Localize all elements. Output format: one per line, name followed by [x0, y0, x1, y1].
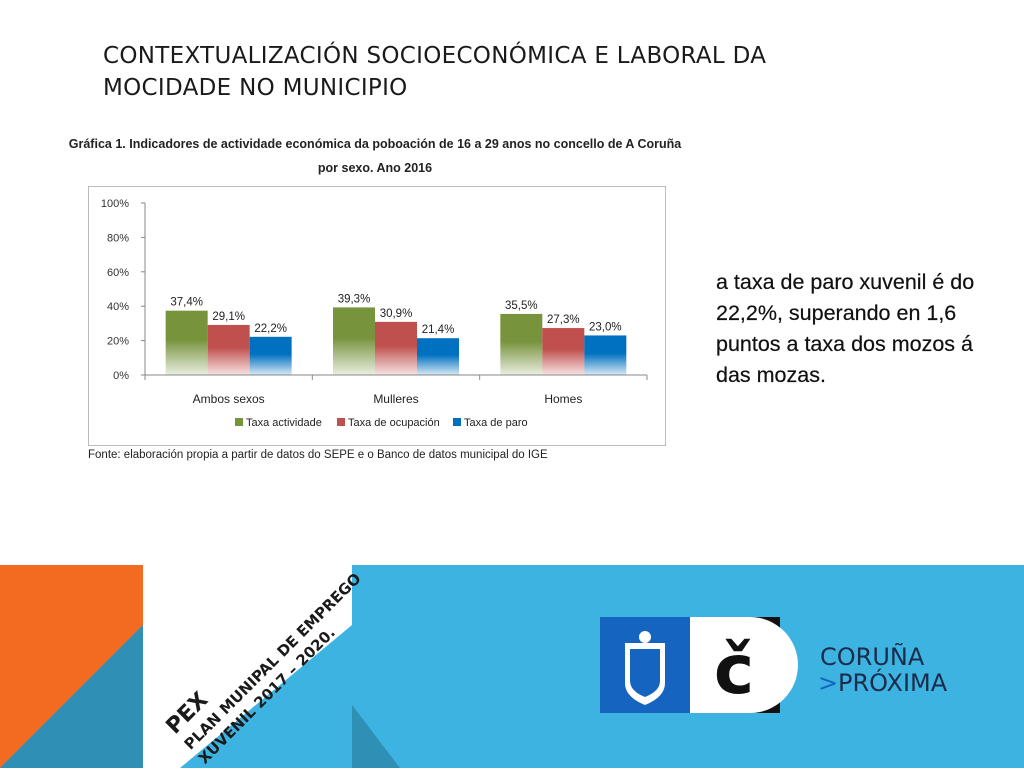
orange-corner-shape	[0, 565, 143, 768]
logo-glyph: č	[714, 631, 754, 710]
y-tick-label: 0%	[113, 370, 129, 382]
bar	[417, 338, 459, 375]
side-text: a taxa de paro xuvenil é do 22,2%, super…	[716, 270, 975, 387]
y-tick-label: 40%	[107, 301, 129, 313]
logo-white-half	[690, 617, 798, 713]
x-category-label: Homes	[544, 392, 582, 406]
legend-swatch	[453, 418, 461, 426]
bar-value-label: 39,3%	[338, 293, 371, 305]
chart-title-line2: por sexo. Ano 2016	[317, 161, 433, 175]
teal-corner-shape	[0, 625, 143, 768]
bar	[249, 336, 292, 375]
bar-value-label: 35,5%	[505, 300, 538, 312]
bar-value-label: 37,4%	[170, 297, 203, 309]
footer-banner: PEX PLAN MUNIPAL DE EMPREGO XUVENIL 2017…	[0, 565, 1024, 768]
bar	[333, 307, 375, 375]
logo-chevron-icon: >	[818, 669, 838, 697]
crown-icon	[639, 631, 651, 643]
chart-frame: 0% 20% 40% 60% 80% 100% Ambos sexos Mulleres Hom…	[88, 186, 666, 446]
bar-value-label: 22,2%	[254, 323, 287, 335]
y-tick-label: 60%	[107, 267, 129, 279]
source-note: Fonte: elaboración propia a partir de da…	[88, 449, 548, 461]
white-diagonal-band	[143, 565, 352, 768]
bar-value-label: 29,1%	[212, 311, 245, 323]
bar-chart: 0% 20% 40% 60% 80% 100% Ambos sexos Mulleres Hom…	[101, 198, 648, 429]
logo-text-line1: CORUÑA	[820, 641, 925, 671]
legend-swatch	[235, 418, 243, 426]
bar	[375, 321, 417, 375]
chart-title: Gráfica 1. Indicadores de actividade eco…	[40, 132, 710, 180]
bar-value-label: 21,4%	[422, 324, 455, 336]
x-category-label: Mulleres	[373, 392, 418, 406]
logo-text-line2: PRÓXIMA	[838, 667, 948, 697]
city-logo: č	[600, 617, 798, 713]
legend-label: Taxa de paro	[464, 417, 528, 429]
bar-value-label: 27,3%	[547, 314, 580, 326]
legend-label: Taxa de ocupación	[348, 417, 440, 429]
teal-small-triangle	[352, 705, 400, 768]
bar	[584, 335, 627, 375]
bar	[500, 313, 543, 375]
y-tick-label: 100%	[101, 198, 129, 210]
bar	[542, 328, 585, 375]
y-tick-label: 80%	[107, 232, 129, 244]
x-category-label: Ambos sexos	[193, 392, 265, 406]
footer-graphic: PEX PLAN MUNIPAL DE EMPREGO XUVENIL 2017…	[0, 565, 1024, 768]
bar	[165, 310, 208, 375]
shield-inner-icon	[630, 649, 660, 697]
y-tick-label: 20%	[107, 336, 129, 348]
slide-title: CONTEXTUALIZACIÓN SOCIOECONÓMICA E LABOR…	[103, 43, 767, 101]
bar-value-label: 30,9%	[380, 308, 413, 320]
chart-title-line1: Gráfica 1. Indicadores de actividade eco…	[68, 137, 682, 151]
bar-value-label: 23,0%	[589, 321, 622, 333]
legend-label: Taxa actividade	[246, 417, 322, 429]
bar	[207, 324, 250, 375]
legend-swatch	[337, 418, 345, 426]
